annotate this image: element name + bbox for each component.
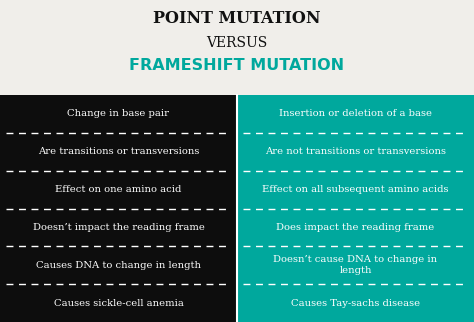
Text: VERSUS: VERSUS bbox=[206, 36, 268, 50]
Text: Causes DNA to change in length: Causes DNA to change in length bbox=[36, 261, 201, 270]
Text: Change in base pair: Change in base pair bbox=[67, 109, 170, 118]
Text: Insertion or deletion of a base: Insertion or deletion of a base bbox=[279, 109, 432, 118]
Bar bbox=[237, 95, 474, 322]
Text: Doesn’t cause DNA to change in
length: Doesn’t cause DNA to change in length bbox=[273, 255, 438, 275]
Text: Are transitions or transversions: Are transitions or transversions bbox=[38, 147, 199, 156]
Text: Causes Tay-sachs disease: Causes Tay-sachs disease bbox=[291, 298, 420, 308]
Text: Does impact the reading frame: Does impact the reading frame bbox=[276, 223, 435, 232]
Text: Are not transitions or transversions: Are not transitions or transversions bbox=[265, 147, 446, 156]
Text: Effect on all subsequent amino acids: Effect on all subsequent amino acids bbox=[262, 185, 449, 194]
Text: Effect on one amino acid: Effect on one amino acid bbox=[55, 185, 182, 194]
Text: Doesn’t impact the reading frame: Doesn’t impact the reading frame bbox=[33, 223, 204, 232]
Text: Causes sickle-cell anemia: Causes sickle-cell anemia bbox=[54, 298, 183, 308]
Bar bbox=[0, 95, 237, 322]
Text: POINT MUTATION: POINT MUTATION bbox=[153, 10, 321, 27]
Text: FRAMESHIFT MUTATION: FRAMESHIFT MUTATION bbox=[129, 58, 345, 73]
